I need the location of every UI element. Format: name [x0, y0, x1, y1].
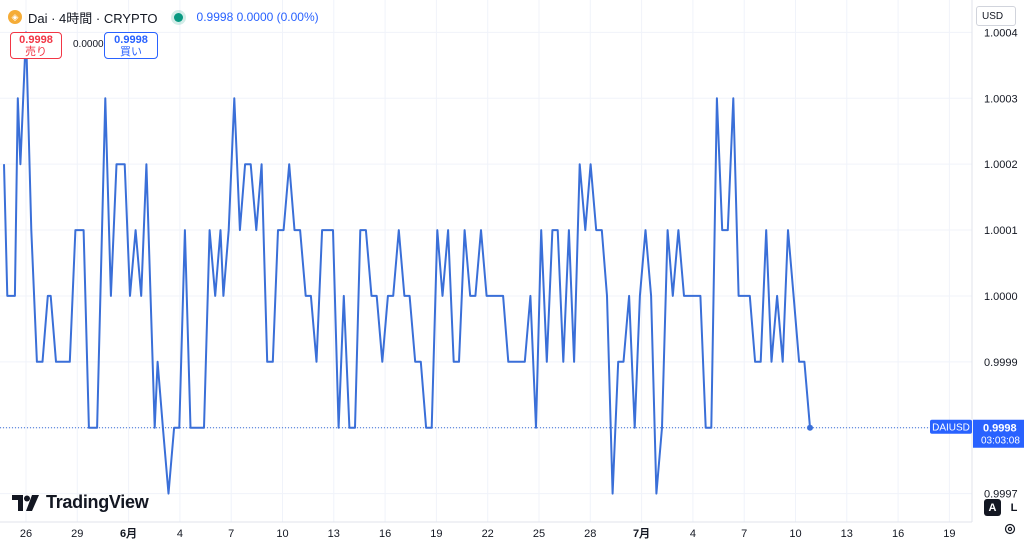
sell-button[interactable]: 0.9998 売り: [10, 32, 62, 59]
chart-header: ◈ Dai · 4時間 · CRYPTO 0.9998 0.0000 (0.00…: [8, 8, 319, 26]
chart-grid: [0, 0, 972, 522]
time-tick-label: 25: [533, 528, 545, 540]
dai-coin-icon: ◈: [8, 10, 22, 24]
price-tag-bg: [973, 419, 1024, 448]
tradingview-logo-icon: [12, 494, 39, 511]
time-axis[interactable]: 26 29 6月 4 7 10 13 16 19 22 25 28 7月 4 7 10 13 16 19: [20, 527, 956, 540]
log-scale-button[interactable]: L: [1010, 501, 1018, 514]
time-tick-label: 29: [71, 528, 83, 540]
time-tick-label: 26: [20, 528, 32, 540]
time-tick-label: 7: [228, 528, 234, 540]
time-tick-label: 4: [690, 528, 696, 540]
last-price-point: [807, 424, 813, 431]
time-tick-label: 19: [943, 528, 955, 540]
price-tag-countdown: 03:03:08: [981, 436, 1020, 447]
market-status-icon: [173, 12, 183, 22]
time-tick-label: 6月: [120, 527, 137, 540]
price-tick-label: 1.0004: [984, 27, 1018, 39]
symbol-title[interactable]: Dai · 4時間 · CRYPTO: [28, 10, 158, 26]
gear-icon[interactable]: [1003, 522, 1017, 536]
time-tick-label: 28: [584, 528, 596, 540]
currency-selector[interactable]: USD: [976, 6, 1016, 26]
time-tick-label: 10: [276, 528, 288, 540]
time-tick-label: 13: [841, 528, 853, 540]
sell-price: 0.9998: [19, 34, 53, 46]
price-tick-label: 1.0000: [984, 291, 1018, 303]
buy-button[interactable]: 0.9998 買い: [104, 32, 158, 59]
price-tick-label: 1.0001: [984, 225, 1018, 237]
auto-scale-button[interactable]: A: [984, 499, 1001, 516]
price-tick-label: 0.9997: [984, 489, 1018, 501]
price-tick-label: 1.0002: [984, 159, 1018, 171]
time-tick-label: 16: [379, 528, 391, 540]
time-tick-label: 13: [328, 528, 340, 540]
time-tick-label: 19: [430, 528, 442, 540]
time-tick-label: 7: [741, 528, 747, 540]
tradingview-logo[interactable]: TradingView: [12, 492, 149, 513]
time-tick-label: 16: [892, 528, 904, 540]
time-tick-label: 4: [177, 528, 183, 540]
time-tick-label: 10: [789, 528, 801, 540]
buy-price: 0.9998: [114, 34, 148, 46]
price-tick-label: 1.0003: [984, 93, 1018, 105]
time-tick-label: 7月: [633, 527, 650, 540]
symbol-tag-bg: [930, 419, 972, 434]
logo-text: TradingView: [46, 492, 149, 512]
buy-label: 買い: [120, 46, 142, 58]
price-series-line: [3, 31, 811, 495]
symbol-tag-label: DAIUSD: [932, 423, 970, 434]
spread-value: 0.0000: [73, 39, 104, 50]
price-tag-value: 0.9998: [983, 423, 1017, 435]
quote-values: 0.9998 0.0000 (0.00%): [196, 10, 319, 24]
price-tick-label: 0.9999: [984, 357, 1018, 369]
sell-label: 売り: [25, 46, 47, 58]
time-tick-label: 22: [482, 528, 494, 540]
